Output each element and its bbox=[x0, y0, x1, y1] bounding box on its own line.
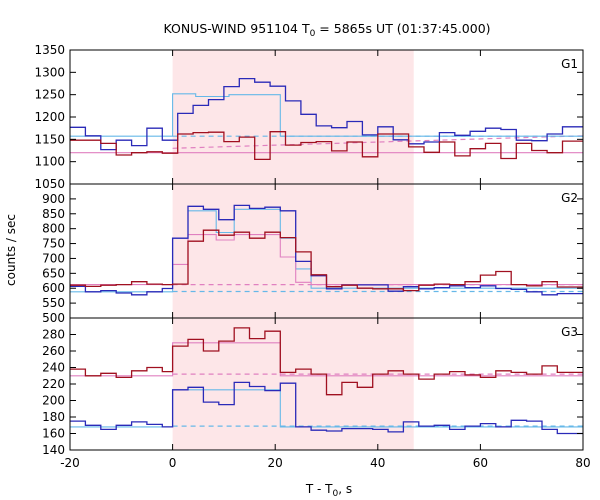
y-tick-label: 800 bbox=[42, 222, 65, 236]
chart-title-main: KONUS-WIND 951104 T bbox=[163, 21, 309, 36]
y-tick-label: 220 bbox=[42, 377, 65, 391]
shaded-interval bbox=[172, 50, 414, 184]
background-fit-dashed bbox=[172, 135, 583, 149]
y-axis-label: counts / sec bbox=[4, 214, 18, 286]
x-axis-label-rest: , s bbox=[338, 482, 352, 496]
panel-label: G1 bbox=[561, 57, 578, 71]
chart-title-rest: = 5865s UT (01:37:45.000) bbox=[315, 21, 490, 36]
model-curve bbox=[70, 342, 583, 377]
x-tick-label: 80 bbox=[575, 456, 590, 470]
count-rate-histogram bbox=[70, 381, 583, 435]
x-tick-label: 0 bbox=[169, 456, 177, 470]
y-tick-label: 500 bbox=[42, 311, 65, 325]
y-tick-label: 200 bbox=[42, 394, 65, 408]
count-rate-histogram bbox=[70, 327, 583, 396]
series-group bbox=[70, 327, 583, 435]
chart-title-sub: 0 bbox=[310, 29, 316, 39]
model-curve bbox=[70, 93, 583, 137]
y-tick-label: 1100 bbox=[34, 155, 65, 169]
series-group bbox=[70, 77, 583, 161]
y-tick-label: 260 bbox=[42, 344, 65, 358]
count-rate-histogram bbox=[70, 77, 583, 151]
y-tick-label: 1200 bbox=[34, 110, 65, 124]
x-axis-label: T - T0, s bbox=[305, 482, 352, 499]
count-rate-histogram bbox=[70, 229, 583, 292]
model-curve bbox=[70, 234, 583, 286]
y-tick-label: 850 bbox=[42, 207, 65, 221]
y-tick-label: 240 bbox=[42, 361, 65, 375]
plot-area: 1050110011501200125013001350G15005506006… bbox=[34, 43, 590, 470]
y-tick-label: 900 bbox=[42, 192, 65, 206]
y-tick-label: 750 bbox=[42, 237, 65, 251]
chart-title: KONUS-WIND 951104 T0 = 5865s UT (01:37:4… bbox=[163, 21, 490, 39]
y-tick-label: 650 bbox=[42, 266, 65, 280]
x-axis-label-sub: 0 bbox=[333, 489, 339, 499]
x-tick-label: 20 bbox=[268, 456, 283, 470]
panel-g1: 1050 1100 1150 1200 1250 1300 1350 G1 bbox=[34, 43, 584, 191]
count-rate-histogram bbox=[70, 131, 583, 161]
panel-label: G2 bbox=[561, 191, 578, 205]
y-tick-label: 1150 bbox=[34, 132, 65, 146]
y-tick-label: 600 bbox=[42, 281, 65, 295]
y-tick-label: 700 bbox=[42, 251, 65, 265]
shaded-interval bbox=[172, 184, 414, 318]
x-tick-label: -20 bbox=[60, 456, 80, 470]
y-tick-label: 140 bbox=[42, 443, 65, 457]
panel-g3: 140 160 180 200 220 240 260 280 G3 bbox=[42, 317, 584, 457]
x-axis-label-main: T - T bbox=[305, 482, 333, 496]
model-curve bbox=[70, 389, 583, 428]
y-tick-label: 1350 bbox=[34, 43, 65, 57]
y-tick-label: 550 bbox=[42, 296, 65, 310]
series-group bbox=[70, 204, 583, 296]
x-tick-label: 60 bbox=[473, 456, 488, 470]
y-tick-label: 1300 bbox=[34, 65, 65, 79]
y-tick-label: 1250 bbox=[34, 88, 65, 102]
y-tick-label: 280 bbox=[42, 328, 65, 342]
y-tick-label: 1050 bbox=[34, 177, 65, 191]
panel-label: G3 bbox=[561, 325, 578, 339]
x-tick-label: 40 bbox=[370, 456, 385, 470]
shaded-interval bbox=[172, 318, 414, 450]
y-tick-label: 160 bbox=[42, 427, 65, 441]
y-tick-label: 180 bbox=[42, 410, 65, 424]
